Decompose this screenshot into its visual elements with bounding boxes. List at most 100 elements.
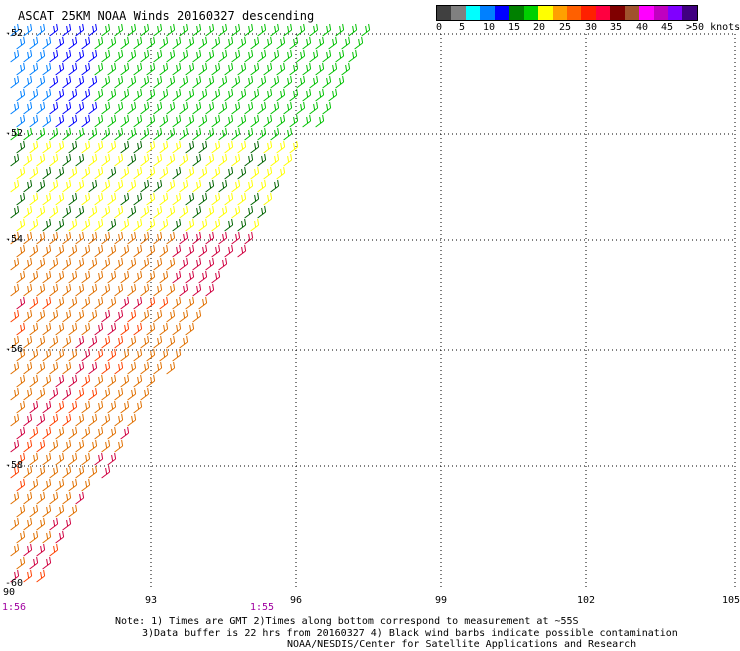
legend-swatch (538, 6, 553, 20)
wind-barb (172, 296, 182, 310)
wind-barb (127, 413, 137, 427)
wind-barb (231, 49, 241, 63)
wind-barb (224, 114, 234, 128)
wind-barb (16, 114, 26, 128)
wind-barb (198, 36, 208, 50)
wind-barb (23, 413, 33, 427)
wind-barb (29, 62, 39, 76)
wind-barb (159, 114, 169, 128)
wind-barb (29, 348, 39, 362)
wind-barb (88, 75, 98, 89)
wind-barb (140, 335, 150, 349)
wind-barb (62, 153, 72, 167)
wind-barb (153, 335, 163, 349)
wind-barb (16, 478, 26, 492)
wind-barb (120, 192, 130, 206)
wind-barb (10, 205, 20, 219)
wind-barb (140, 309, 150, 323)
wind-barb (153, 23, 163, 37)
wind-barb (146, 322, 156, 336)
wind-barb (23, 283, 33, 297)
wind-barb (55, 530, 65, 544)
wind-barb (198, 88, 208, 102)
note-line-1: Note: 1) Times are GMT 2)Times along bot… (115, 616, 579, 627)
wind-barb (62, 101, 72, 115)
wind-barb (107, 348, 117, 362)
wind-barb (16, 296, 26, 310)
wind-barb (16, 218, 26, 232)
wind-barb (36, 517, 46, 531)
wind-barb (309, 23, 319, 37)
wind-barb (237, 140, 247, 154)
wind-barb (23, 127, 33, 141)
wind-barb (94, 88, 104, 102)
wind-barb (68, 426, 78, 440)
lon-label-102: 102 (577, 595, 596, 606)
wind-barb (127, 231, 137, 245)
wind-barb (29, 504, 39, 518)
wind-barb (257, 127, 267, 141)
legend-tick-0: 0 (436, 22, 443, 33)
legend-swatch (494, 6, 510, 20)
lat-lon-grid (8, 33, 736, 590)
wind-barb (179, 335, 189, 349)
wind-barb (257, 205, 267, 219)
wind-barb (159, 322, 169, 336)
wind-barb (16, 400, 26, 414)
wind-barb (218, 179, 228, 193)
wind-barb (94, 140, 104, 154)
time-label-start: 1:56 (2, 602, 27, 613)
wind-barb (49, 283, 59, 297)
wind-barb (166, 361, 176, 375)
wind-barb (257, 101, 267, 115)
wind-barb (16, 192, 26, 206)
wind-barb (328, 88, 338, 102)
wind-barb (153, 179, 163, 193)
wind-barb (68, 270, 78, 284)
wind-barb (49, 309, 59, 323)
wind-barb (185, 296, 195, 310)
wind-barb (88, 309, 98, 323)
wind-barb (179, 179, 189, 193)
lon-label-90: 90 (3, 587, 16, 598)
wind-barb (88, 413, 98, 427)
wind-barb (36, 179, 46, 193)
wind-barb (81, 140, 91, 154)
wind-barb (289, 62, 299, 76)
wind-barb (276, 114, 286, 128)
wind-barb (166, 49, 176, 63)
wind-barb (185, 218, 195, 232)
wind-barb (23, 465, 33, 479)
wind-barb (133, 114, 143, 128)
wind-barb (211, 88, 221, 102)
wind-barb (198, 296, 208, 310)
wind-barb (107, 244, 117, 258)
wind-barb (55, 192, 65, 206)
wind-barb (81, 296, 91, 310)
wind-barb (140, 179, 150, 193)
wind-barb (36, 569, 46, 583)
wind-barb (159, 348, 169, 362)
wind-barb (101, 465, 111, 479)
wind-barb (94, 62, 104, 76)
wind-barb (42, 36, 52, 50)
wind-barb (29, 88, 39, 102)
wind-barb (29, 270, 39, 284)
map-title: ASCAT 25KM NOAA Winds 20160327 descendin… (18, 9, 315, 23)
wind-barb (29, 192, 39, 206)
wind-barb (94, 296, 104, 310)
wind-barb (276, 36, 286, 50)
wind-barb (179, 309, 189, 323)
wind-barb (94, 192, 104, 206)
wind-barb (114, 335, 124, 349)
legend-swatch (523, 6, 539, 20)
wind-barb (263, 88, 273, 102)
wind-barb (81, 244, 91, 258)
wind-barb (10, 283, 20, 297)
wind-barb (101, 283, 111, 297)
wind-barb (114, 309, 124, 323)
wind-barb (192, 309, 202, 323)
wind-barb (23, 101, 33, 115)
legend-swatch (581, 6, 596, 20)
wind-barb (101, 413, 111, 427)
